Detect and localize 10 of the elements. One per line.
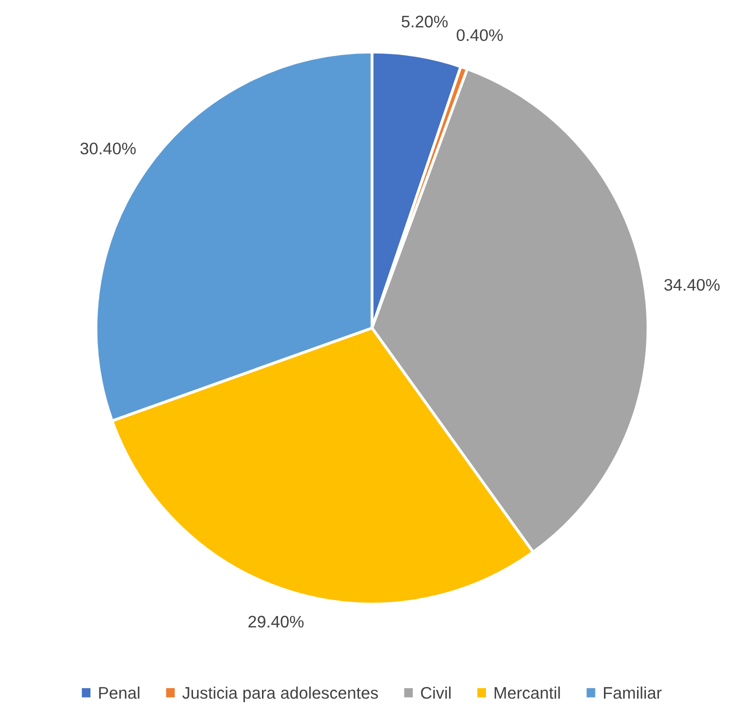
data-label: 0.40% <box>456 29 503 42</box>
data-label: 5.20% <box>402 16 448 28</box>
data-label: 34.40% <box>664 278 720 291</box>
legend-label: Familiar <box>604 686 662 699</box>
legend-label: Justicia para adolescentes <box>182 686 378 702</box>
data-label: 29.40% <box>248 616 304 628</box>
legend-label: Civil <box>421 686 451 699</box>
legend-label: Mercantil <box>494 686 560 699</box>
legend-label: Penal <box>99 686 140 699</box>
data-label: 30.40% <box>80 142 136 154</box>
